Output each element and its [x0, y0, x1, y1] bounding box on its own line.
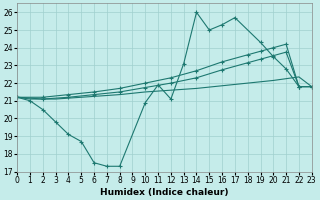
X-axis label: Humidex (Indice chaleur): Humidex (Indice chaleur): [100, 188, 229, 197]
